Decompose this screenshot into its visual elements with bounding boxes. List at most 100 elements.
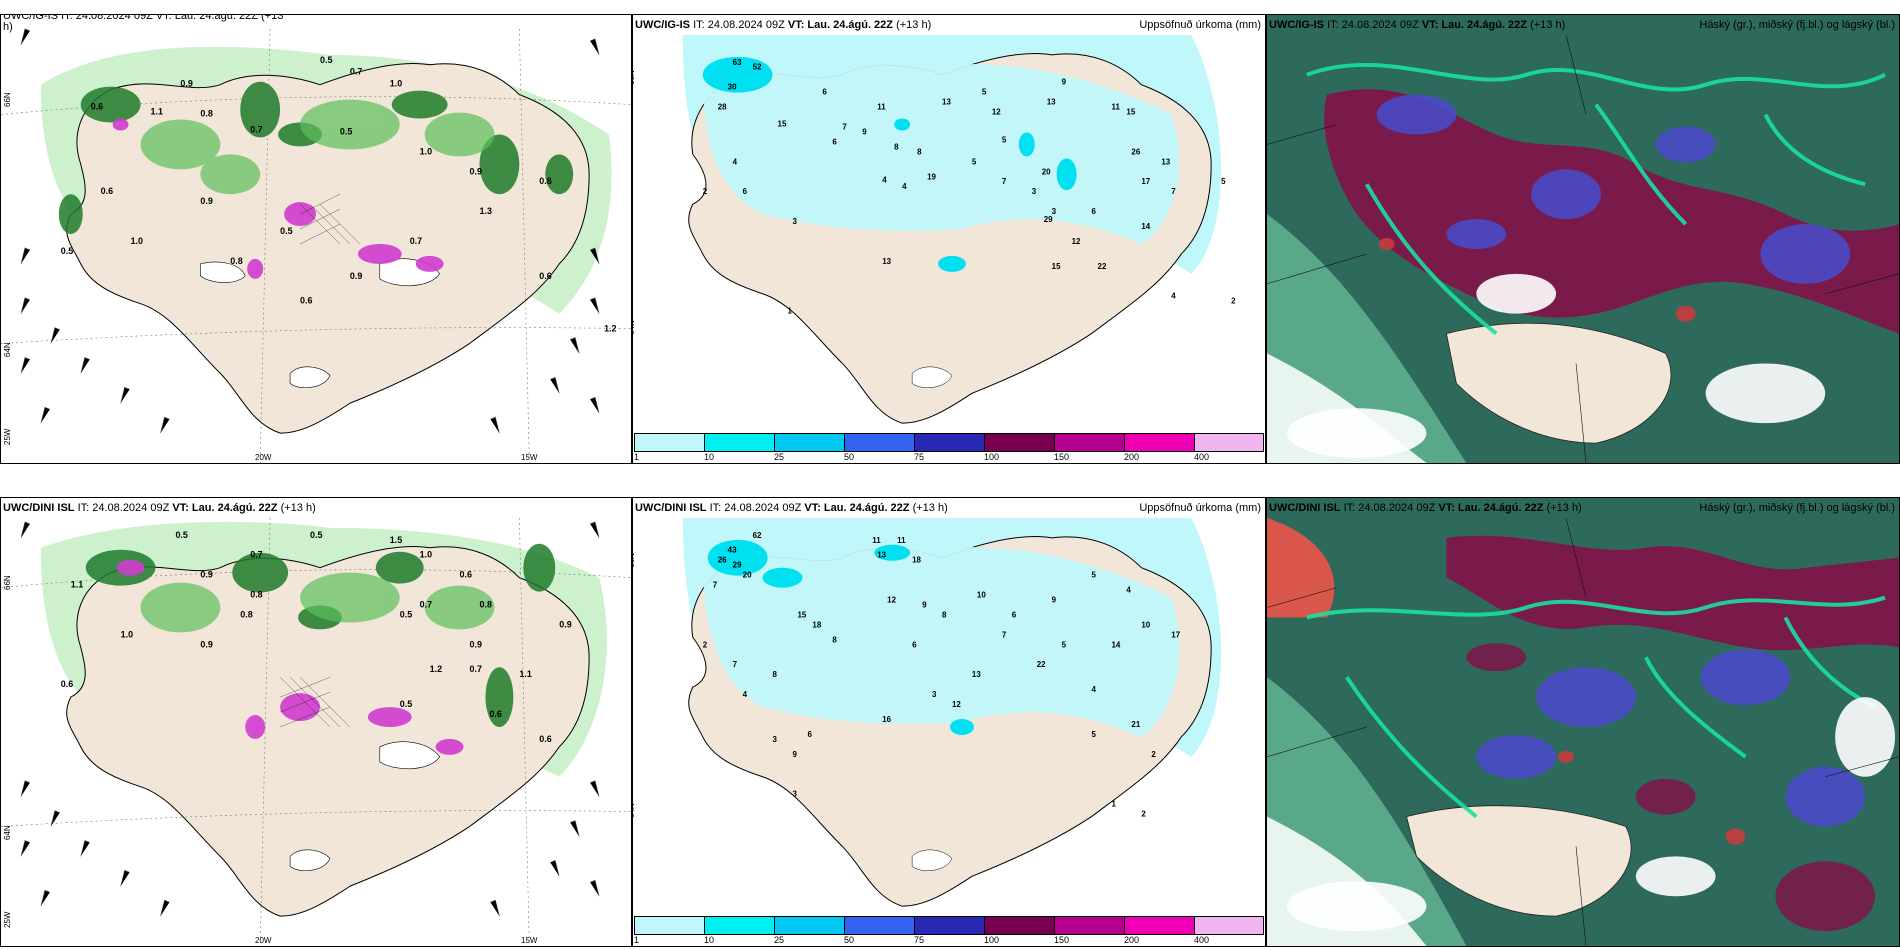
precip-val: 9 xyxy=(922,601,927,610)
precip-val: 2 xyxy=(1231,297,1236,306)
wind-val: 0.7 xyxy=(410,236,422,246)
precip-val: 4 xyxy=(733,157,738,166)
precip-val: 3 xyxy=(1032,187,1037,196)
precip-title-row1: Uppsöfnuð úrkoma (mm) xyxy=(1139,19,1261,31)
precip-val: 5 xyxy=(1062,640,1067,649)
precip-val: 11 xyxy=(872,536,881,545)
cbar-seg xyxy=(845,434,915,451)
cbar-tick: 200 xyxy=(1124,452,1140,462)
cbar-tick: 50 xyxy=(844,452,855,462)
precip-val: 1 xyxy=(788,307,793,316)
cbar-tick: 50 xyxy=(844,935,855,945)
cloud-model-label-row2: UWC/DINI ISL xyxy=(1269,502,1341,514)
precip-val: 26 xyxy=(1131,147,1140,156)
precip-value-labels-row2: 43 62 29 26 20 11 7 12 18 9 8 11 13 10 7… xyxy=(703,531,1181,819)
cloud-vt-value-row1: Lau. 24.ágú. 22Z xyxy=(1441,19,1528,31)
wind-val: 0.9 xyxy=(200,570,212,580)
cbar-seg xyxy=(915,434,985,451)
cbar-tick: 150 xyxy=(1054,935,1070,945)
wind-val: 0.7 xyxy=(420,600,432,610)
wind-val: 0.9 xyxy=(350,271,362,281)
cloud-model-label-row1: UWC/IG-IS xyxy=(1269,19,1324,31)
precip-val: 17 xyxy=(1171,630,1180,639)
precip-val: 8 xyxy=(832,635,837,644)
lon-label-25-row2: 25W xyxy=(3,911,12,928)
cloud-it-row2: IT: 24.08.2024 09Z xyxy=(1343,502,1436,514)
precip-val: 7 xyxy=(713,581,718,590)
precip-value-labels-row1: 63 52 30 28 15 11 6 7 9 8 13 5 12 13 9 1… xyxy=(703,58,1236,316)
wind-val: 0.9 xyxy=(180,79,192,89)
precip-header-row1: UWC/IG-IS IT: 24.08.2024 09Z VT: Lau. 24… xyxy=(633,15,1265,35)
cloud-header-row1: UWC/IG-IS IT: 24.08.2024 09Z VT: Lau. 24… xyxy=(1267,15,1899,35)
precip-lead-row2: (+13 h) xyxy=(912,502,948,514)
lat-label-64-row2: 64N xyxy=(3,825,12,840)
wind-val: 0.8 xyxy=(250,590,262,600)
wind-map-row1: 0.5 0.7 0.9 1.0 1.1 0.8 0.6 0.7 0.5 1.0 … xyxy=(1,15,631,463)
precip-colorbar-row2 xyxy=(634,916,1264,935)
wind-val: 0.7 xyxy=(250,124,262,134)
cbar-tick: 1 xyxy=(634,935,640,945)
cloud-title-row1: Háský (gr.), miðský (fj.bl.) og lágský (… xyxy=(1699,19,1895,31)
cbar-seg xyxy=(635,434,705,451)
precip-val: 8 xyxy=(917,147,922,156)
precip-val: 15 xyxy=(778,120,787,129)
precip-val: 11 xyxy=(877,103,886,112)
lat-label-66-precip-row1: 66N xyxy=(632,70,636,85)
precip-val: 18 xyxy=(912,556,921,565)
wind-val: 0.7 xyxy=(470,664,482,674)
cloud-lead-row1: (+13 h) xyxy=(1530,19,1566,31)
cbar-tick: 100 xyxy=(984,452,1000,462)
precip-val: 14 xyxy=(1141,222,1150,231)
precip-val: 21 xyxy=(1131,720,1140,729)
precip-val: 9 xyxy=(862,127,867,136)
cloud-it-row1: IT: 24.08.2024 09Z xyxy=(1327,19,1419,31)
precip-val: 8 xyxy=(773,670,778,679)
precip-val: 6 xyxy=(832,137,837,146)
precip-val: 17 xyxy=(1141,177,1150,186)
cloud-map-row2 xyxy=(1267,498,1899,946)
precip-val: 11 xyxy=(897,536,906,545)
wind-val: 0.5 xyxy=(400,699,412,709)
precip-val: 5 xyxy=(972,157,977,166)
wind-val: 0.8 xyxy=(539,176,551,186)
precip-vt-label-row1: VT: xyxy=(787,19,805,31)
cbar-seg xyxy=(705,434,775,451)
lon-label-25-row1: 25W xyxy=(3,428,12,445)
precip-map-row1: 63 52 30 28 15 11 6 7 9 8 13 5 12 13 9 1… xyxy=(633,15,1265,463)
cbar-seg xyxy=(985,917,1055,934)
precip-val: 9 xyxy=(1062,78,1067,87)
cbar-seg xyxy=(1195,917,1263,934)
precip-val: 7 xyxy=(1171,187,1176,196)
cbar-tick: 200 xyxy=(1124,935,1140,945)
precip-val: 26 xyxy=(718,556,727,565)
wind-val: 0.5 xyxy=(280,226,292,236)
precip-it-row1: IT: 24.08.2024 09Z xyxy=(693,19,785,31)
lon-label-20-row1: 20W xyxy=(255,453,272,462)
wind-val: 0.6 xyxy=(300,296,312,306)
wind-val: 1.3 xyxy=(479,206,491,216)
precip-val: 29 xyxy=(1044,215,1053,224)
cbar-tick: 75 xyxy=(914,452,925,462)
wind-val: 1.1 xyxy=(71,580,83,590)
wind-val: 0.5 xyxy=(310,530,322,540)
lat-label-66-row1: 66N xyxy=(3,92,12,107)
cloud-vt-label-row2: VT: xyxy=(1438,502,1455,514)
precip-vt-value-row1: Lau. 24.ágú. 22Z xyxy=(807,19,894,31)
precip-val: 20 xyxy=(1042,167,1051,176)
wind-val: 1.5 xyxy=(390,535,402,545)
wind-val: 1.0 xyxy=(420,146,432,156)
lat-label-64-precip-row2: 64N xyxy=(632,803,636,818)
wind-val: 0.6 xyxy=(101,186,113,196)
precip-val: 18 xyxy=(812,620,821,629)
precip-val: 1 xyxy=(1111,800,1116,809)
wind-val: 1.2 xyxy=(604,324,616,334)
wind-val: 0.9 xyxy=(559,619,571,629)
cbar-tick: 25 xyxy=(774,935,785,945)
wind-model-label-row2: UWC/DINI ISL xyxy=(3,502,75,514)
precip-val: 30 xyxy=(728,83,737,92)
wind-val: 0.6 xyxy=(489,709,501,719)
precip-val: 14 xyxy=(1111,640,1120,649)
precip-val: 4 xyxy=(1171,292,1176,301)
precip-val: 13 xyxy=(877,551,886,560)
precip-val: 52 xyxy=(753,63,762,72)
